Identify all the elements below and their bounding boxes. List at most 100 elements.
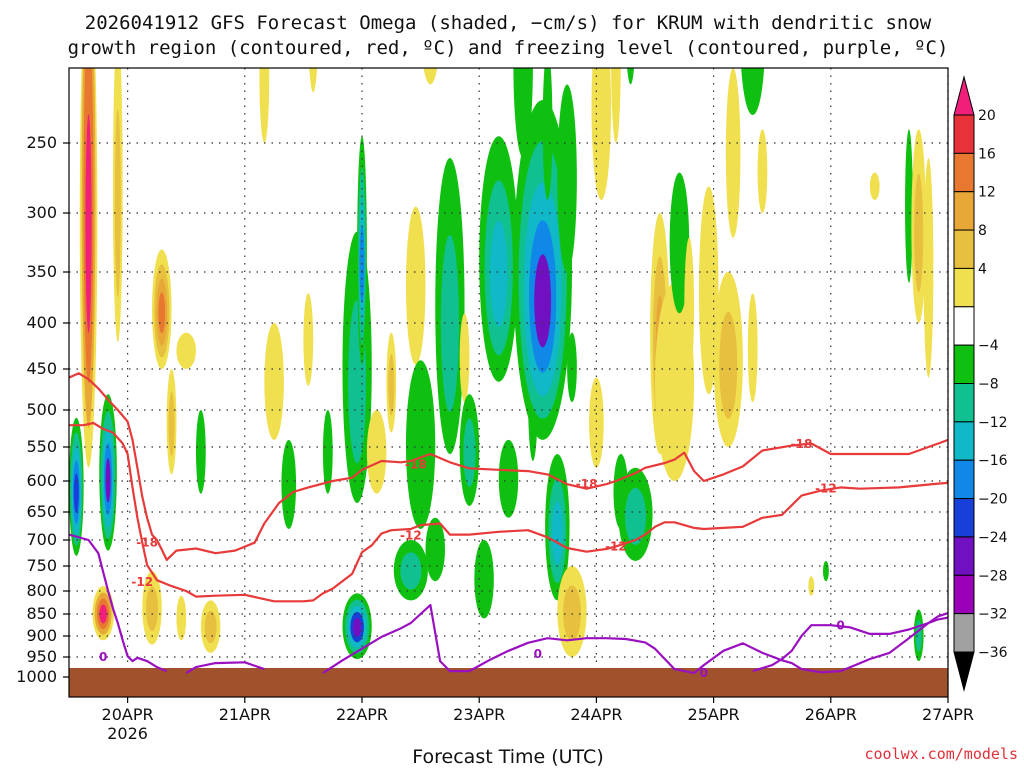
- colorbar-box-13: [953, 613, 975, 653]
- y-tick-label-800: 800: [26, 581, 57, 600]
- colorbar-box-2: [953, 191, 975, 231]
- colorbar-label-4: 4: [978, 261, 987, 277]
- y-tick-label-950: 950: [26, 647, 57, 666]
- omega-cell-8-0: [195, 410, 206, 494]
- omega-cell-52-0: [684, 237, 695, 378]
- y-tick-label-350: 350: [26, 262, 57, 281]
- colorbar-label-0: 20: [978, 108, 996, 124]
- omega-cell-40-0: [567, 332, 577, 403]
- contour-label-1: -12: [131, 575, 153, 589]
- omega-cell-7-1: [168, 391, 175, 457]
- omega-cell-27-1: [440, 234, 459, 412]
- omega-cell-60-1: [914, 173, 924, 293]
- omega-cell-28-0: [459, 313, 470, 403]
- y-tick-label-700: 700: [26, 530, 57, 549]
- omega-cell-56-0: [725, 68, 741, 238]
- y-axis: 250 300 350 400 450 500 550 600 650 700 750 800 850 9…: [16, 133, 69, 686]
- omega-cell-47-0: [627, 68, 635, 85]
- contour-label-extra-3: -12: [400, 529, 422, 543]
- x-tick-label-21APR: 21APR: [219, 705, 271, 724]
- omega-cell-21-0: [366, 410, 387, 494]
- colorbar-label-10: −24: [978, 530, 1008, 546]
- colorbar-label-5: −4: [978, 338, 999, 354]
- x-tick-label-27APR: 27APR: [922, 705, 974, 724]
- colorbar-box-6: [953, 344, 975, 384]
- colorbar-label-6: −8: [978, 377, 999, 393]
- x-axis-title: Forecast Time (UTC): [412, 746, 603, 768]
- contour-line-1: [69, 421, 948, 603]
- omega-cell-53-0: [698, 186, 719, 395]
- plot-frame: [68, 67, 949, 698]
- omega-cell-54-1: [719, 311, 738, 419]
- omega-cell-37-0: [542, 68, 553, 200]
- contour-line-4: [322, 603, 948, 675]
- contour-label-4: 0: [534, 647, 542, 661]
- omega-cell-15-0: [264, 323, 284, 440]
- chart-title-line-2: growth region (contoured, red, ºC) and f…: [68, 37, 949, 59]
- x-tick-label-23APR: 23APR: [453, 705, 505, 724]
- y-tick-label-550: 550: [26, 437, 57, 456]
- omega-cell-33-0: [498, 439, 519, 518]
- omega-cell-51-0: [669, 172, 690, 314]
- omega-cell-59-0: [905, 129, 913, 283]
- colorbar-box-8: [953, 421, 975, 461]
- omega-cell-30-1: [463, 418, 476, 487]
- chart-title-line-1: 2026041912 GFS Forecast Omega (shaded, −…: [85, 12, 932, 34]
- contour-line-5: [752, 616, 948, 673]
- omega-cell-19-3: [359, 225, 365, 304]
- colorbar-label-3: 8: [978, 223, 987, 239]
- x-tick-label-22APR: 22APR: [336, 705, 388, 724]
- contour-label-0: -18: [136, 536, 158, 550]
- colorbar-label-9: −20: [978, 492, 1008, 508]
- colorbar-label-1: 16: [978, 146, 996, 162]
- omega-cell-29-0: [423, 68, 438, 85]
- plot-area: -18 -12 0 0 0 -18 -18 -18 -12 -12 -12 0: [68, 67, 949, 698]
- omega-cell-16-0: [281, 439, 297, 530]
- y-tick-label-650: 650: [26, 502, 57, 521]
- y-tick-label-1000: 1000: [16, 667, 57, 686]
- omega-cell-50-0: [655, 282, 695, 481]
- omega-cell-38-0: [557, 84, 577, 273]
- omega-cell-0-3: [85, 114, 92, 334]
- omega-cell-6-0: [176, 332, 196, 369]
- y-tick-label-900: 900: [26, 626, 57, 645]
- contour-label-extra-5: -12: [815, 482, 837, 496]
- omega-shading: [69, 68, 934, 662]
- omega-cell-5-1: [114, 109, 121, 298]
- colorbar-label-13: −36: [978, 645, 1008, 661]
- x-tick-label-24APR: 24APR: [570, 705, 622, 724]
- omega-cell-44-0: [611, 68, 621, 143]
- colorbar: 20 16 12 8 4 −4 −8 −12 −16 −20 −24 −28 −32 −36: [953, 75, 1008, 692]
- omega-cell-41-1: [562, 585, 581, 641]
- colorbar-label-2: 12: [978, 185, 996, 201]
- omega-cell-32-2: [490, 220, 508, 327]
- omega-cell-11-1: [204, 610, 217, 644]
- y-tick-label-500: 500: [26, 400, 57, 419]
- omega-cell-3-4: [73, 473, 79, 513]
- contour-label-extra-0: -18: [405, 457, 427, 471]
- colorbar-label-8: −16: [978, 453, 1008, 469]
- omega-cell-39-2: [551, 501, 563, 565]
- omega-cell-12-0: [309, 68, 318, 93]
- omega-cell-4-3: [158, 292, 166, 334]
- contour-label-extra-2: -18: [791, 437, 813, 451]
- omega-cell-36-0: [513, 68, 533, 159]
- y-tick-label-600: 600: [26, 471, 57, 490]
- contour-label-extra-6: 0: [700, 666, 708, 680]
- omega-cell-13-0: [259, 68, 270, 143]
- colorbar-box-7: [953, 383, 975, 423]
- omega-cell-20-4: [352, 617, 362, 637]
- contour-line-0: [69, 372, 948, 561]
- colorbar-box-1: [953, 152, 975, 193]
- colorbar-top-triangle: [953, 75, 975, 116]
- ground-terrain: [69, 668, 948, 697]
- colorbar-label-12: −32: [978, 607, 1008, 623]
- omega-cell-58-0: [757, 129, 768, 213]
- omega-cell-35-4: [534, 254, 552, 348]
- contour-label-5: 0: [836, 619, 844, 633]
- y-tick-label-450: 450: [26, 359, 57, 378]
- omega-cell-67-0: [869, 172, 880, 200]
- omega-cell-66-0: [808, 576, 815, 596]
